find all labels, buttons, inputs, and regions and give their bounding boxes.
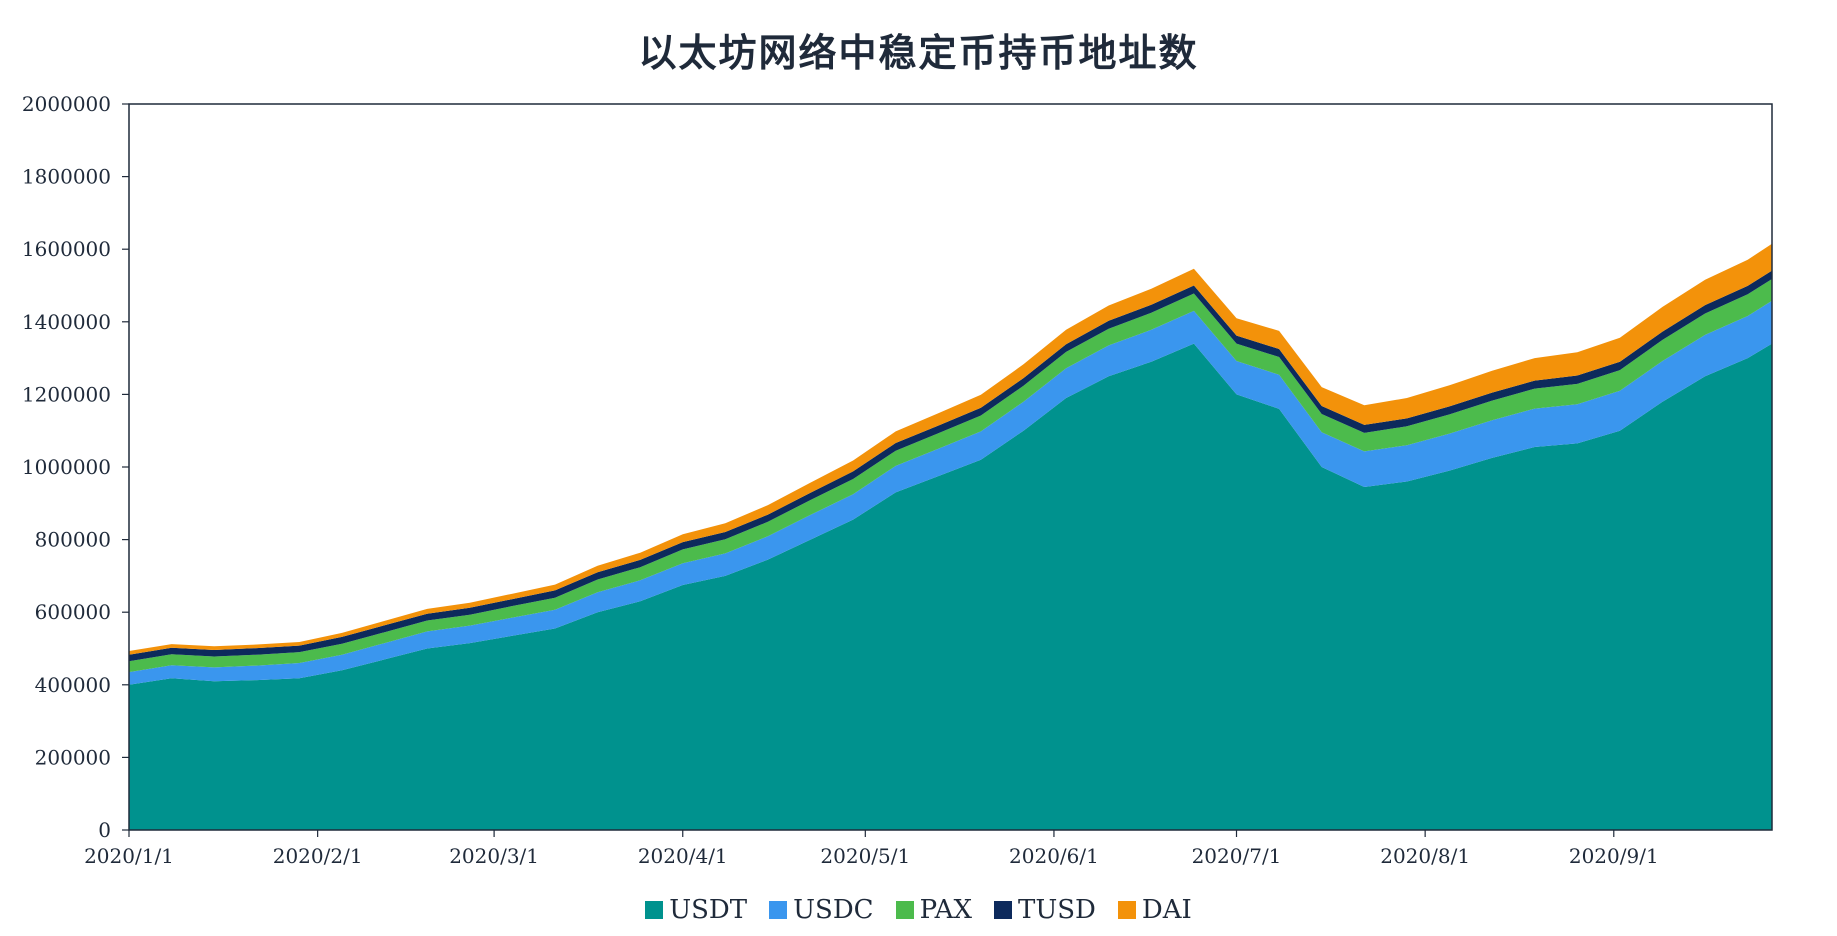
y-tick-label: 1200000 <box>22 382 111 406</box>
legend-item-tusd: TUSD <box>993 895 1096 925</box>
legend-item-dai: DAI <box>1117 895 1192 925</box>
y-tick-label: 1600000 <box>22 237 111 261</box>
legend-swatch <box>1117 901 1136 919</box>
x-tick-label: 2020/7/1 <box>1192 844 1282 868</box>
chart-title: 以太坊网络中稳定币持币地址数 <box>638 31 1199 75</box>
y-tick-label: 800000 <box>35 528 111 552</box>
x-tick-label: 2020/6/1 <box>1009 844 1099 868</box>
y-axis: 0 200000 400000 600000 800000 1000000 1200000 1… <box>22 92 129 842</box>
area-series-usdt <box>129 343 1772 830</box>
y-tick-label: 600000 <box>35 600 111 624</box>
y-tick-label: 1000000 <box>22 455 111 479</box>
x-tick-label: 2020/5/1 <box>820 844 910 868</box>
y-tick-label: 400000 <box>35 673 111 697</box>
legend-label: PAX <box>919 895 972 925</box>
legend-item-usdc: USDC <box>769 895 874 925</box>
y-tick-label: 1800000 <box>22 165 111 189</box>
legend-label: USDC <box>793 895 874 925</box>
x-tick-label: 2020/1/1 <box>84 844 174 868</box>
x-tick-label: 2020/3/1 <box>449 844 539 868</box>
y-tick-label: 200000 <box>35 745 111 769</box>
legend-item-usdt: USDT <box>645 895 747 925</box>
x-tick-label: 2020/4/1 <box>638 844 728 868</box>
x-tick-label: 2020/8/1 <box>1380 844 1470 868</box>
x-axis: 2020/1/1 2020/2/1 2020/3/1 2020/4/1 2020/5/1… <box>84 830 1659 868</box>
x-tick-label: 2020/9/1 <box>1569 844 1659 868</box>
area-layers <box>129 243 1772 830</box>
legend: USDT USDC PAX TUSD DAI <box>0 895 1837 925</box>
legend-swatch <box>769 901 788 919</box>
legend-label: DAI <box>1141 895 1192 925</box>
legend-label: TUSD <box>1017 895 1096 925</box>
y-tick-label: 1400000 <box>22 310 111 334</box>
legend-swatch <box>895 901 914 919</box>
y-tick-label: 0 <box>98 818 111 842</box>
y-tick-label: 2000000 <box>22 92 111 116</box>
legend-label: USDT <box>669 895 748 925</box>
legend-item-pax: PAX <box>895 895 972 925</box>
legend-swatch <box>993 901 1012 919</box>
legend-swatch <box>645 901 664 919</box>
x-tick-label: 2020/2/1 <box>273 844 363 868</box>
